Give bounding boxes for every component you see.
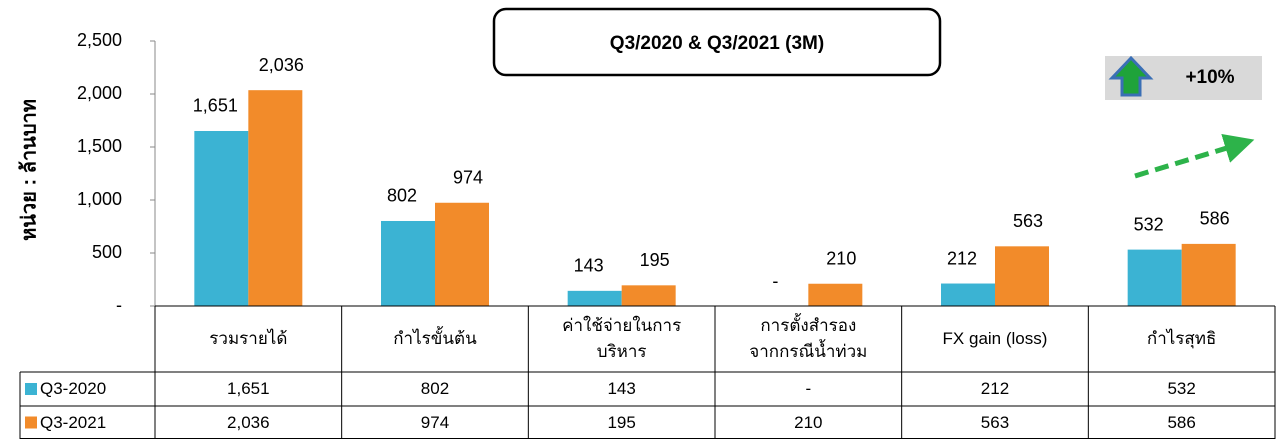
chart-title: Q3/2020 & Q3/2021 (3M) xyxy=(610,33,824,54)
bar xyxy=(435,202,489,306)
category-label: FX gain (loss) xyxy=(942,329,1048,348)
table-value: 802 xyxy=(420,379,450,398)
bar xyxy=(808,283,863,306)
y-tick-label: 1,500 xyxy=(77,136,122,156)
bar xyxy=(941,283,995,306)
category-label: การตั้งสำรอง จากกรณีน้ำท่วม xyxy=(749,316,868,361)
table-value: 1,651 xyxy=(227,379,270,398)
bar xyxy=(1181,243,1236,306)
legend-swatch xyxy=(25,416,37,429)
data-label: 2,036 xyxy=(259,55,304,75)
table-value: 563 xyxy=(980,412,1010,432)
y-tick-label: - xyxy=(116,295,122,315)
table-value: - xyxy=(805,379,812,398)
title-box xyxy=(492,7,942,77)
legend-swatch xyxy=(25,383,37,395)
y-tick-label: 500 xyxy=(92,242,122,262)
data-label: 563 xyxy=(1013,211,1043,231)
category-label: กำไรขั้นต้น xyxy=(393,329,477,348)
bar xyxy=(1127,249,1182,306)
data-label: 974 xyxy=(453,168,483,188)
table-value: 210 xyxy=(794,412,823,432)
trend-arrow xyxy=(1134,134,1255,179)
up-arrow-icon xyxy=(1108,55,1154,97)
table-value: 586 xyxy=(1167,412,1196,432)
y-axis-label: หน่วย : ล้านบาท xyxy=(17,99,40,241)
category-label: กำไรสุทธิ xyxy=(1146,329,1217,348)
data-label: 143 xyxy=(574,256,604,276)
category-label: รวมรายได้ xyxy=(209,329,288,348)
data-label: - xyxy=(772,271,778,291)
y-tick-label: 1,000 xyxy=(77,189,122,209)
growth-label: +10% xyxy=(1185,67,1234,88)
y-tick-label: 2,500 xyxy=(77,30,122,50)
table-value: 212 xyxy=(980,379,1010,398)
bar xyxy=(248,90,303,307)
data-label: 212 xyxy=(947,248,977,268)
data-label: 586 xyxy=(1200,209,1230,229)
y-tick-label: 2,000 xyxy=(77,83,122,103)
bar xyxy=(381,220,435,306)
legend-label: Q3-2020 xyxy=(40,379,107,398)
data-label: 802 xyxy=(387,186,417,206)
table-value: 195 xyxy=(607,412,636,432)
table-value: 2,036 xyxy=(227,412,270,432)
table-value: 143 xyxy=(607,379,636,398)
data-label: 195 xyxy=(640,250,670,270)
data-label: 532 xyxy=(1134,214,1164,234)
data-label: 1,651 xyxy=(193,96,238,116)
table-value: 532 xyxy=(1167,379,1196,398)
table-value: 974 xyxy=(420,412,450,432)
data-label: 210 xyxy=(826,248,856,268)
legend-label: Q3-2021 xyxy=(40,412,107,432)
bar xyxy=(621,285,676,306)
bar xyxy=(995,246,1049,306)
category-label: ค่าใช้จ่ายในการ บริหาร xyxy=(562,316,682,361)
bar xyxy=(194,130,249,306)
bar xyxy=(567,290,622,306)
